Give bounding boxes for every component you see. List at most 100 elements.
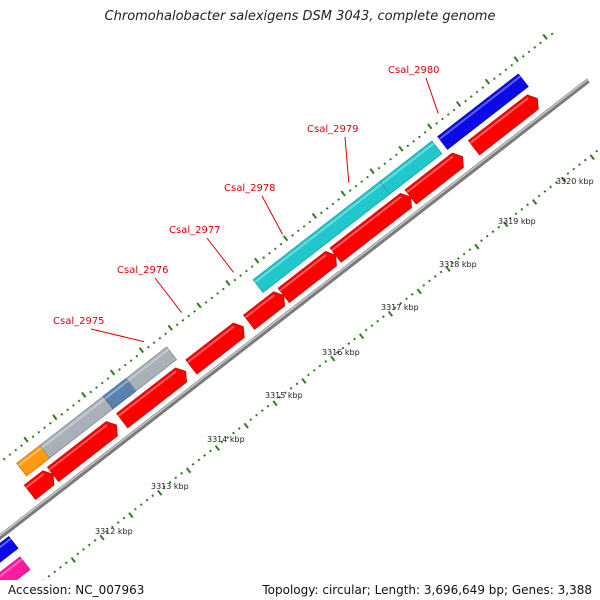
outer-tick bbox=[60, 412, 64, 416]
outer-tick bbox=[196, 302, 202, 309]
inner-tick bbox=[335, 351, 339, 354]
inner-tick bbox=[578, 163, 581, 166]
outer-tick bbox=[210, 296, 214, 300]
outer-tick bbox=[394, 153, 398, 157]
segment-inner-15 bbox=[467, 94, 539, 156]
inner-tick bbox=[185, 467, 192, 474]
outer-tick bbox=[109, 369, 116, 376]
inner-tick bbox=[220, 440, 224, 444]
genome-backbone bbox=[0, 78, 590, 541]
inner-tick bbox=[583, 158, 587, 162]
segment-highlight-2 bbox=[104, 379, 129, 400]
segment-inner-11 bbox=[243, 291, 286, 330]
inner-tick bbox=[341, 346, 345, 350]
inner-tick bbox=[168, 480, 172, 484]
inner-tick bbox=[416, 288, 422, 295]
inner-tick bbox=[283, 391, 287, 395]
inner-tick bbox=[376, 319, 380, 323]
outer-tick bbox=[268, 251, 271, 255]
gene-label-csal-2975[interactable]: Csal_2975 bbox=[53, 316, 105, 327]
outer-tick bbox=[262, 256, 266, 260]
segment-highlight-10 bbox=[187, 325, 235, 363]
outer-tick bbox=[311, 212, 318, 219]
gene-label-csal-2977[interactable]: Csal_2977 bbox=[169, 225, 221, 236]
outer-tick bbox=[2, 457, 6, 461]
outer-tick bbox=[37, 430, 41, 434]
inner-tick bbox=[301, 377, 307, 384]
inner-tick bbox=[474, 243, 480, 250]
segment-inner-12 bbox=[277, 251, 337, 304]
segment-highlight-12 bbox=[279, 254, 327, 292]
inner-tick bbox=[76, 552, 80, 556]
inner-tick bbox=[491, 230, 495, 234]
inner-tick bbox=[439, 270, 443, 274]
inner-tick bbox=[47, 574, 51, 578]
outer-tick bbox=[66, 408, 70, 412]
inner-tick bbox=[174, 476, 178, 480]
kbp-label-3316: 3316 kbp bbox=[322, 348, 360, 357]
outer-tick bbox=[348, 189, 352, 192]
inner-tick bbox=[358, 333, 365, 340]
outer-tick bbox=[23, 436, 29, 443]
outer-tick bbox=[225, 279, 231, 286]
outer-tick bbox=[31, 435, 35, 439]
segment-highlight-8 bbox=[48, 424, 108, 471]
outer-tick bbox=[446, 113, 450, 116]
outer-tick bbox=[504, 68, 508, 72]
gene-label-csal-2979[interactable]: Csal_2979 bbox=[307, 124, 359, 135]
inner-tick bbox=[526, 203, 529, 207]
outer-tick bbox=[204, 301, 208, 304]
segment-highlight-0 bbox=[17, 446, 43, 467]
outer-tick bbox=[337, 198, 341, 201]
outer-tick bbox=[138, 347, 145, 354]
inner-tick bbox=[445, 266, 451, 273]
inner-tick bbox=[531, 198, 538, 205]
leader-line-5 bbox=[425, 77, 439, 114]
segment-highlight-16 bbox=[0, 538, 12, 549]
segment-highlight-6 bbox=[438, 75, 521, 140]
inner-tick bbox=[589, 154, 595, 161]
outer-tick bbox=[539, 41, 542, 45]
inner-tick bbox=[566, 172, 570, 175]
segment-highlight-7 bbox=[25, 473, 45, 489]
inner-tick bbox=[122, 516, 126, 520]
outer-tick bbox=[308, 220, 312, 224]
inner-tick bbox=[93, 539, 97, 542]
leader-line-4 bbox=[344, 136, 350, 183]
outer-tick bbox=[81, 391, 87, 398]
outer-tick bbox=[521, 54, 525, 58]
outer-tick bbox=[181, 318, 185, 322]
segment-highlight-11 bbox=[244, 294, 275, 319]
outer-tick bbox=[20, 444, 23, 448]
outer-tick bbox=[233, 278, 237, 282]
outer-tick bbox=[542, 33, 548, 40]
segment-outer-5 bbox=[379, 140, 443, 195]
outer-tick-marks bbox=[2, 32, 554, 461]
gene-label-csal-2980[interactable]: Csal_2980 bbox=[388, 65, 440, 76]
inner-tick bbox=[151, 494, 155, 498]
outer-tick bbox=[527, 50, 531, 54]
outer-tick bbox=[481, 86, 485, 90]
segment-highlight-15 bbox=[469, 97, 529, 144]
leader-line-0 bbox=[90, 328, 145, 343]
inner-tick bbox=[128, 512, 134, 519]
gene-label-csal-2976[interactable]: Csal_2976 bbox=[117, 265, 169, 276]
outer-tick bbox=[340, 190, 346, 197]
outer-tick bbox=[8, 453, 12, 456]
outer-tick bbox=[406, 144, 410, 148]
inner-tick bbox=[468, 248, 472, 251]
outer-tick bbox=[360, 180, 364, 184]
inner-tick bbox=[508, 216, 512, 220]
outer-tick bbox=[282, 235, 289, 242]
gene-label-csal-2978[interactable]: Csal_2978 bbox=[224, 183, 276, 194]
segment-highlight-13 bbox=[331, 195, 402, 252]
inner-tick bbox=[537, 194, 541, 198]
inner-tick bbox=[266, 404, 270, 408]
inner-tick bbox=[139, 503, 143, 507]
outer-tick bbox=[273, 247, 277, 251]
outer-tick bbox=[123, 363, 127, 367]
inner-tick bbox=[387, 310, 394, 317]
outer-tick bbox=[398, 145, 404, 152]
segment-inner-14 bbox=[404, 152, 464, 205]
